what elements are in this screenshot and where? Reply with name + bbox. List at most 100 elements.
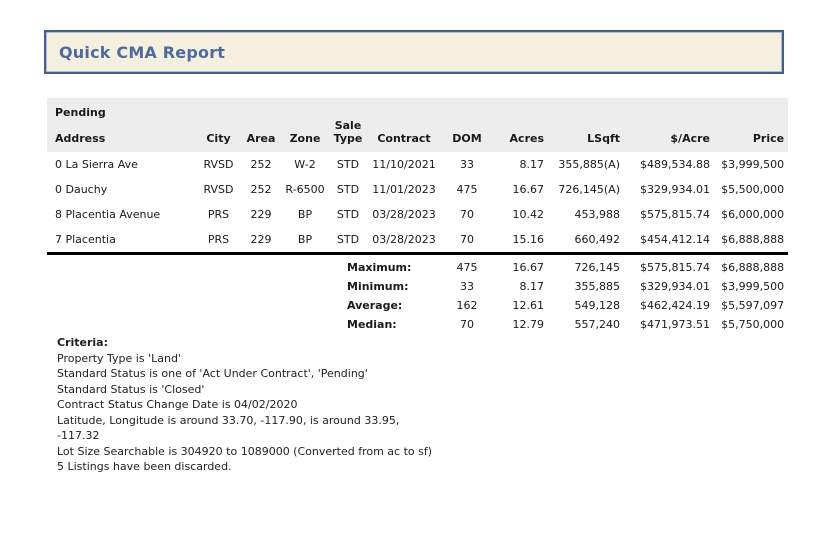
summary-lsqft: 557,240 bbox=[574, 318, 621, 331]
cell-dom: 70 bbox=[460, 233, 474, 246]
cell-contract: 11/10/2021 bbox=[372, 158, 436, 171]
criteria-line: -117.32 bbox=[57, 429, 100, 442]
cell-price-per-acre: $489,534.88 bbox=[640, 158, 710, 171]
page-title: Quick CMA Report bbox=[59, 42, 226, 62]
summary-label: Average: bbox=[347, 299, 403, 312]
summary-label: Minimum: bbox=[347, 280, 409, 293]
cell-address: 0 Dauchy bbox=[55, 183, 108, 196]
criteria-line: Lot Size Searchable is 304920 to 1089000… bbox=[57, 444, 433, 458]
criteria-line: Latitude, Longitude is around 33.70, -11… bbox=[57, 413, 400, 427]
summary-dom: 70 bbox=[460, 318, 474, 331]
summary-row-maximum: Maximum: 475 16.67 726,145 $575,815.74 $… bbox=[47, 252, 789, 277]
summary-price-per-acre: $471,973.51 bbox=[640, 318, 710, 331]
criteria-line: Property Type is 'Land' bbox=[57, 351, 181, 365]
summary-row-average: Average: 162 12.61 549,128 $462,424.19 $… bbox=[47, 296, 788, 315]
summary-acres: 12.79 bbox=[512, 318, 545, 331]
cell-contract: 03/28/2023 bbox=[372, 233, 436, 246]
cma-table: Pending Address City Area Zone Sale Type… bbox=[47, 98, 789, 334]
summary-label: Median: bbox=[347, 318, 397, 331]
cell-area: 229 bbox=[250, 233, 272, 246]
cell-price: $3,999,500 bbox=[721, 158, 785, 171]
cell-zone: BP bbox=[297, 233, 313, 246]
cell-sale-type: STD bbox=[336, 158, 360, 171]
summary-price-per-acre: $575,815.74 bbox=[624, 252, 714, 277]
cell-lsqft: 726,145(A) bbox=[558, 183, 620, 196]
cell-price: $6,000,000 bbox=[721, 208, 785, 221]
summary-dom: 162 bbox=[456, 299, 478, 312]
cell-city: RVSD bbox=[203, 183, 234, 196]
summary-lsqft: 549,128 bbox=[574, 299, 621, 312]
cell-area: 252 bbox=[250, 158, 272, 171]
summary-acres: 16.67 bbox=[492, 252, 548, 277]
status-group-label: Pending bbox=[47, 98, 789, 119]
cell-sale-type: STD bbox=[336, 208, 360, 221]
cell-price: $6,888,888 bbox=[721, 233, 785, 246]
table-row: 7 Placentia PRS 229 BP STD 03/28/2023 70… bbox=[47, 227, 788, 254]
summary-acres: 8.17 bbox=[519, 280, 545, 293]
status-group-row: Pending bbox=[47, 98, 789, 119]
summary-row-minimum: Minimum: 33 8.17 355,885 $329,934.01 $3,… bbox=[47, 277, 788, 296]
col-header-dom: DOM bbox=[442, 119, 492, 152]
cell-price: $5,500,000 bbox=[721, 183, 785, 196]
summary-price: $6,888,888 bbox=[714, 252, 789, 277]
summary-price-per-acre: $462,424.19 bbox=[640, 299, 710, 312]
col-header-price-per-acre: $/Acre bbox=[624, 119, 714, 152]
table-row: 8 Placentia Avenue PRS 229 BP STD 03/28/… bbox=[47, 202, 788, 227]
cell-sale-type: STD bbox=[336, 233, 360, 246]
cell-zone: W-2 bbox=[294, 158, 316, 171]
col-header-sale-type: Sale Type bbox=[330, 119, 366, 152]
cell-address: 7 Placentia bbox=[55, 233, 116, 246]
report-title-bar: Quick CMA Report bbox=[44, 30, 784, 74]
cell-acres: 15.16 bbox=[512, 233, 545, 246]
criteria-line: Standard Status is 'Closed' bbox=[57, 382, 205, 396]
cell-price-per-acre: $329,934.01 bbox=[640, 183, 710, 196]
cell-lsqft: 453,988 bbox=[574, 208, 621, 221]
summary-price: $3,999,500 bbox=[721, 280, 785, 293]
cell-price-per-acre: $575,815.74 bbox=[640, 208, 710, 221]
cell-lsqft: 660,492 bbox=[574, 233, 621, 246]
summary-price: $5,750,000 bbox=[721, 318, 785, 331]
table-header: Pending Address City Area Zone Sale Type… bbox=[47, 98, 789, 152]
col-header-contract: Contract bbox=[366, 119, 442, 152]
col-header-zone: Zone bbox=[280, 119, 330, 152]
col-header-lsqft: LSqft bbox=[548, 119, 624, 152]
table-row: 0 Dauchy RVSD 252 R-6500 STD 11/01/2023 … bbox=[47, 177, 788, 202]
summary-row-median: Median: 70 12.79 557,240 $471,973.51 $5,… bbox=[47, 315, 788, 334]
cell-acres: 8.17 bbox=[519, 158, 545, 171]
cell-address: 0 La Sierra Ave bbox=[55, 158, 138, 171]
col-header-price: Price bbox=[714, 119, 789, 152]
summary-lsqft: 355,885 bbox=[574, 280, 621, 293]
summary-price-per-acre: $329,934.01 bbox=[640, 280, 710, 293]
summary-dom: 475 bbox=[442, 252, 492, 277]
cell-price-per-acre: $454,412.14 bbox=[640, 233, 710, 246]
cell-contract: 11/01/2023 bbox=[372, 183, 436, 196]
col-header-acres: Acres bbox=[492, 119, 548, 152]
cell-lsqft: 355,885(A) bbox=[558, 158, 620, 171]
cell-sale-type: STD bbox=[336, 183, 360, 196]
cell-zone: BP bbox=[297, 208, 313, 221]
summary-dom: 33 bbox=[460, 280, 474, 293]
cell-city: PRS bbox=[207, 233, 230, 246]
col-header-city: City bbox=[195, 119, 242, 152]
cell-dom: 475 bbox=[456, 183, 478, 196]
criteria-block: Criteria: Property Type is 'Land' Standa… bbox=[57, 335, 432, 475]
summary-acres: 12.61 bbox=[512, 299, 545, 312]
col-header-area: Area bbox=[242, 119, 280, 152]
cell-area: 252 bbox=[250, 183, 272, 196]
cell-dom: 70 bbox=[460, 208, 474, 221]
cell-city: PRS bbox=[207, 208, 230, 221]
criteria-line: 5 Listings have been discarded. bbox=[57, 460, 232, 473]
cell-acres: 10.42 bbox=[512, 208, 545, 221]
summary-price: $5,597,097 bbox=[721, 299, 785, 312]
cell-zone: R-6500 bbox=[285, 183, 325, 196]
cell-contract: 03/28/2023 bbox=[372, 208, 436, 221]
cell-city: RVSD bbox=[203, 158, 234, 171]
col-header-address: Address bbox=[47, 119, 195, 152]
criteria-heading: Criteria: bbox=[57, 336, 109, 349]
summary-label: Maximum: bbox=[47, 252, 442, 277]
cell-acres: 16.67 bbox=[512, 183, 545, 196]
cell-dom: 33 bbox=[460, 158, 474, 171]
table-row: 0 La Sierra Ave RVSD 252 W-2 STD 11/10/2… bbox=[47, 152, 788, 177]
criteria-line: Contract Status Change Date is 04/02/202… bbox=[57, 398, 298, 411]
summary-lsqft: 726,145 bbox=[548, 252, 624, 277]
